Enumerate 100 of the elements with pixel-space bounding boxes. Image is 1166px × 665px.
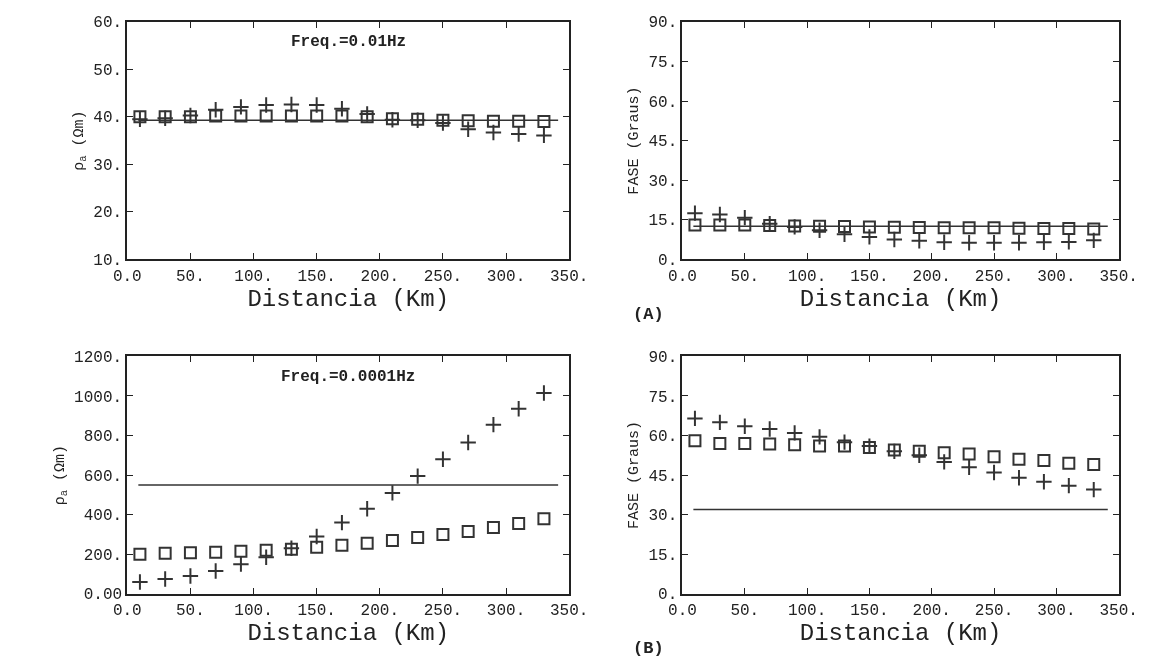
- point: [509, 400, 528, 418]
- point: [1060, 476, 1078, 495]
- point: [810, 221, 829, 240]
- point: [436, 113, 450, 127]
- y-tick-label: 90.: [648, 14, 678, 33]
- y-tick-label: 1200.: [74, 348, 123, 367]
- point: [885, 230, 904, 249]
- x-axis-title: Distancia (Km): [247, 620, 450, 648]
- point: [234, 109, 248, 123]
- point: [960, 234, 978, 252]
- y-tick-label: 15.: [648, 546, 678, 565]
- point: [259, 109, 273, 123]
- x-tick-label: 200.: [360, 267, 399, 286]
- point: [810, 428, 829, 446]
- y-tick-label: 10.: [93, 251, 123, 270]
- point: [761, 420, 779, 438]
- point: [131, 110, 149, 128]
- point: [486, 114, 500, 128]
- point: [837, 220, 851, 234]
- y-tick-label: 0.00: [83, 586, 123, 605]
- point: [713, 436, 727, 450]
- x-tick-label: 200.: [912, 267, 951, 286]
- text: (B): [633, 639, 664, 658]
- y-tick-label: 600.: [83, 467, 123, 486]
- point: [209, 109, 223, 123]
- y-tick-label: 50.: [93, 61, 123, 80]
- x-tick-label: 0.0: [668, 267, 697, 286]
- point: [360, 536, 374, 550]
- point: [133, 547, 147, 561]
- point: [509, 125, 528, 143]
- point: [284, 109, 298, 123]
- point: [282, 95, 301, 114]
- x-tick-label: 350.: [549, 602, 589, 621]
- point: [358, 105, 376, 123]
- point: [535, 126, 553, 145]
- point: [307, 527, 326, 546]
- y-tick-label: 15.: [648, 212, 678, 231]
- point: [910, 232, 928, 250]
- x-tick-label: 50.: [730, 267, 760, 286]
- x-tick-label: 300.: [1037, 267, 1076, 286]
- point: [1012, 221, 1026, 235]
- x-tick-label: 100.: [234, 267, 273, 286]
- point: [133, 110, 147, 124]
- x-axis-title: Distancia (Km): [247, 285, 450, 313]
- x-tick-label: 250.: [974, 602, 1014, 621]
- y-tick-label: 60.: [648, 93, 678, 112]
- point: [183, 546, 197, 560]
- point: [335, 109, 349, 123]
- point: [937, 221, 951, 235]
- point: [181, 567, 200, 585]
- point: [1037, 454, 1051, 468]
- point: [1062, 221, 1076, 235]
- point: [912, 444, 926, 458]
- point: [763, 437, 777, 451]
- y-tick-label: 45.: [648, 133, 678, 152]
- point: [486, 521, 500, 535]
- point: [411, 530, 425, 544]
- point: [738, 218, 752, 232]
- point: [835, 225, 854, 243]
- y-tick-label: 1000.: [74, 388, 123, 407]
- point: [434, 450, 452, 468]
- point: [935, 453, 953, 471]
- point: [537, 115, 551, 129]
- point: [1012, 452, 1026, 466]
- point: [156, 570, 174, 588]
- y-tick-label: 200.: [83, 546, 123, 565]
- y-tick-label: 75.: [648, 54, 678, 73]
- y-tick-label: 0.: [658, 251, 678, 270]
- x-tick-label: 300.: [1037, 602, 1076, 621]
- point: [736, 208, 754, 227]
- point: [183, 110, 197, 124]
- point: [234, 544, 248, 558]
- point: [1010, 469, 1028, 487]
- point: [1037, 221, 1051, 235]
- point: [459, 120, 477, 138]
- point: [333, 100, 351, 118]
- point: [434, 114, 452, 132]
- point: [985, 463, 1003, 482]
- point: [1085, 231, 1103, 250]
- point: [333, 513, 351, 532]
- x-axis-title: Distancia (Km): [799, 620, 1002, 648]
- point: [158, 546, 172, 560]
- point: [788, 438, 802, 452]
- point: [813, 219, 827, 233]
- point: [512, 114, 526, 128]
- point: [408, 467, 427, 485]
- x-tick-label: 100.: [787, 602, 827, 621]
- y-tick-label: 30.: [93, 156, 123, 175]
- point: [887, 220, 901, 234]
- point: [461, 525, 475, 538]
- y-tick-label: 30.: [648, 507, 678, 526]
- point: [535, 384, 553, 402]
- x-tick-label: 150.: [297, 267, 336, 286]
- point: [209, 545, 223, 559]
- x-tick-label: 300.: [486, 602, 526, 621]
- text: (A): [633, 305, 664, 324]
- x-tick-label: 100.: [787, 267, 827, 286]
- point: [837, 439, 851, 453]
- x-axis-title: Distancia (Km): [799, 285, 1002, 313]
- y-tick-label: 0.: [658, 586, 678, 605]
